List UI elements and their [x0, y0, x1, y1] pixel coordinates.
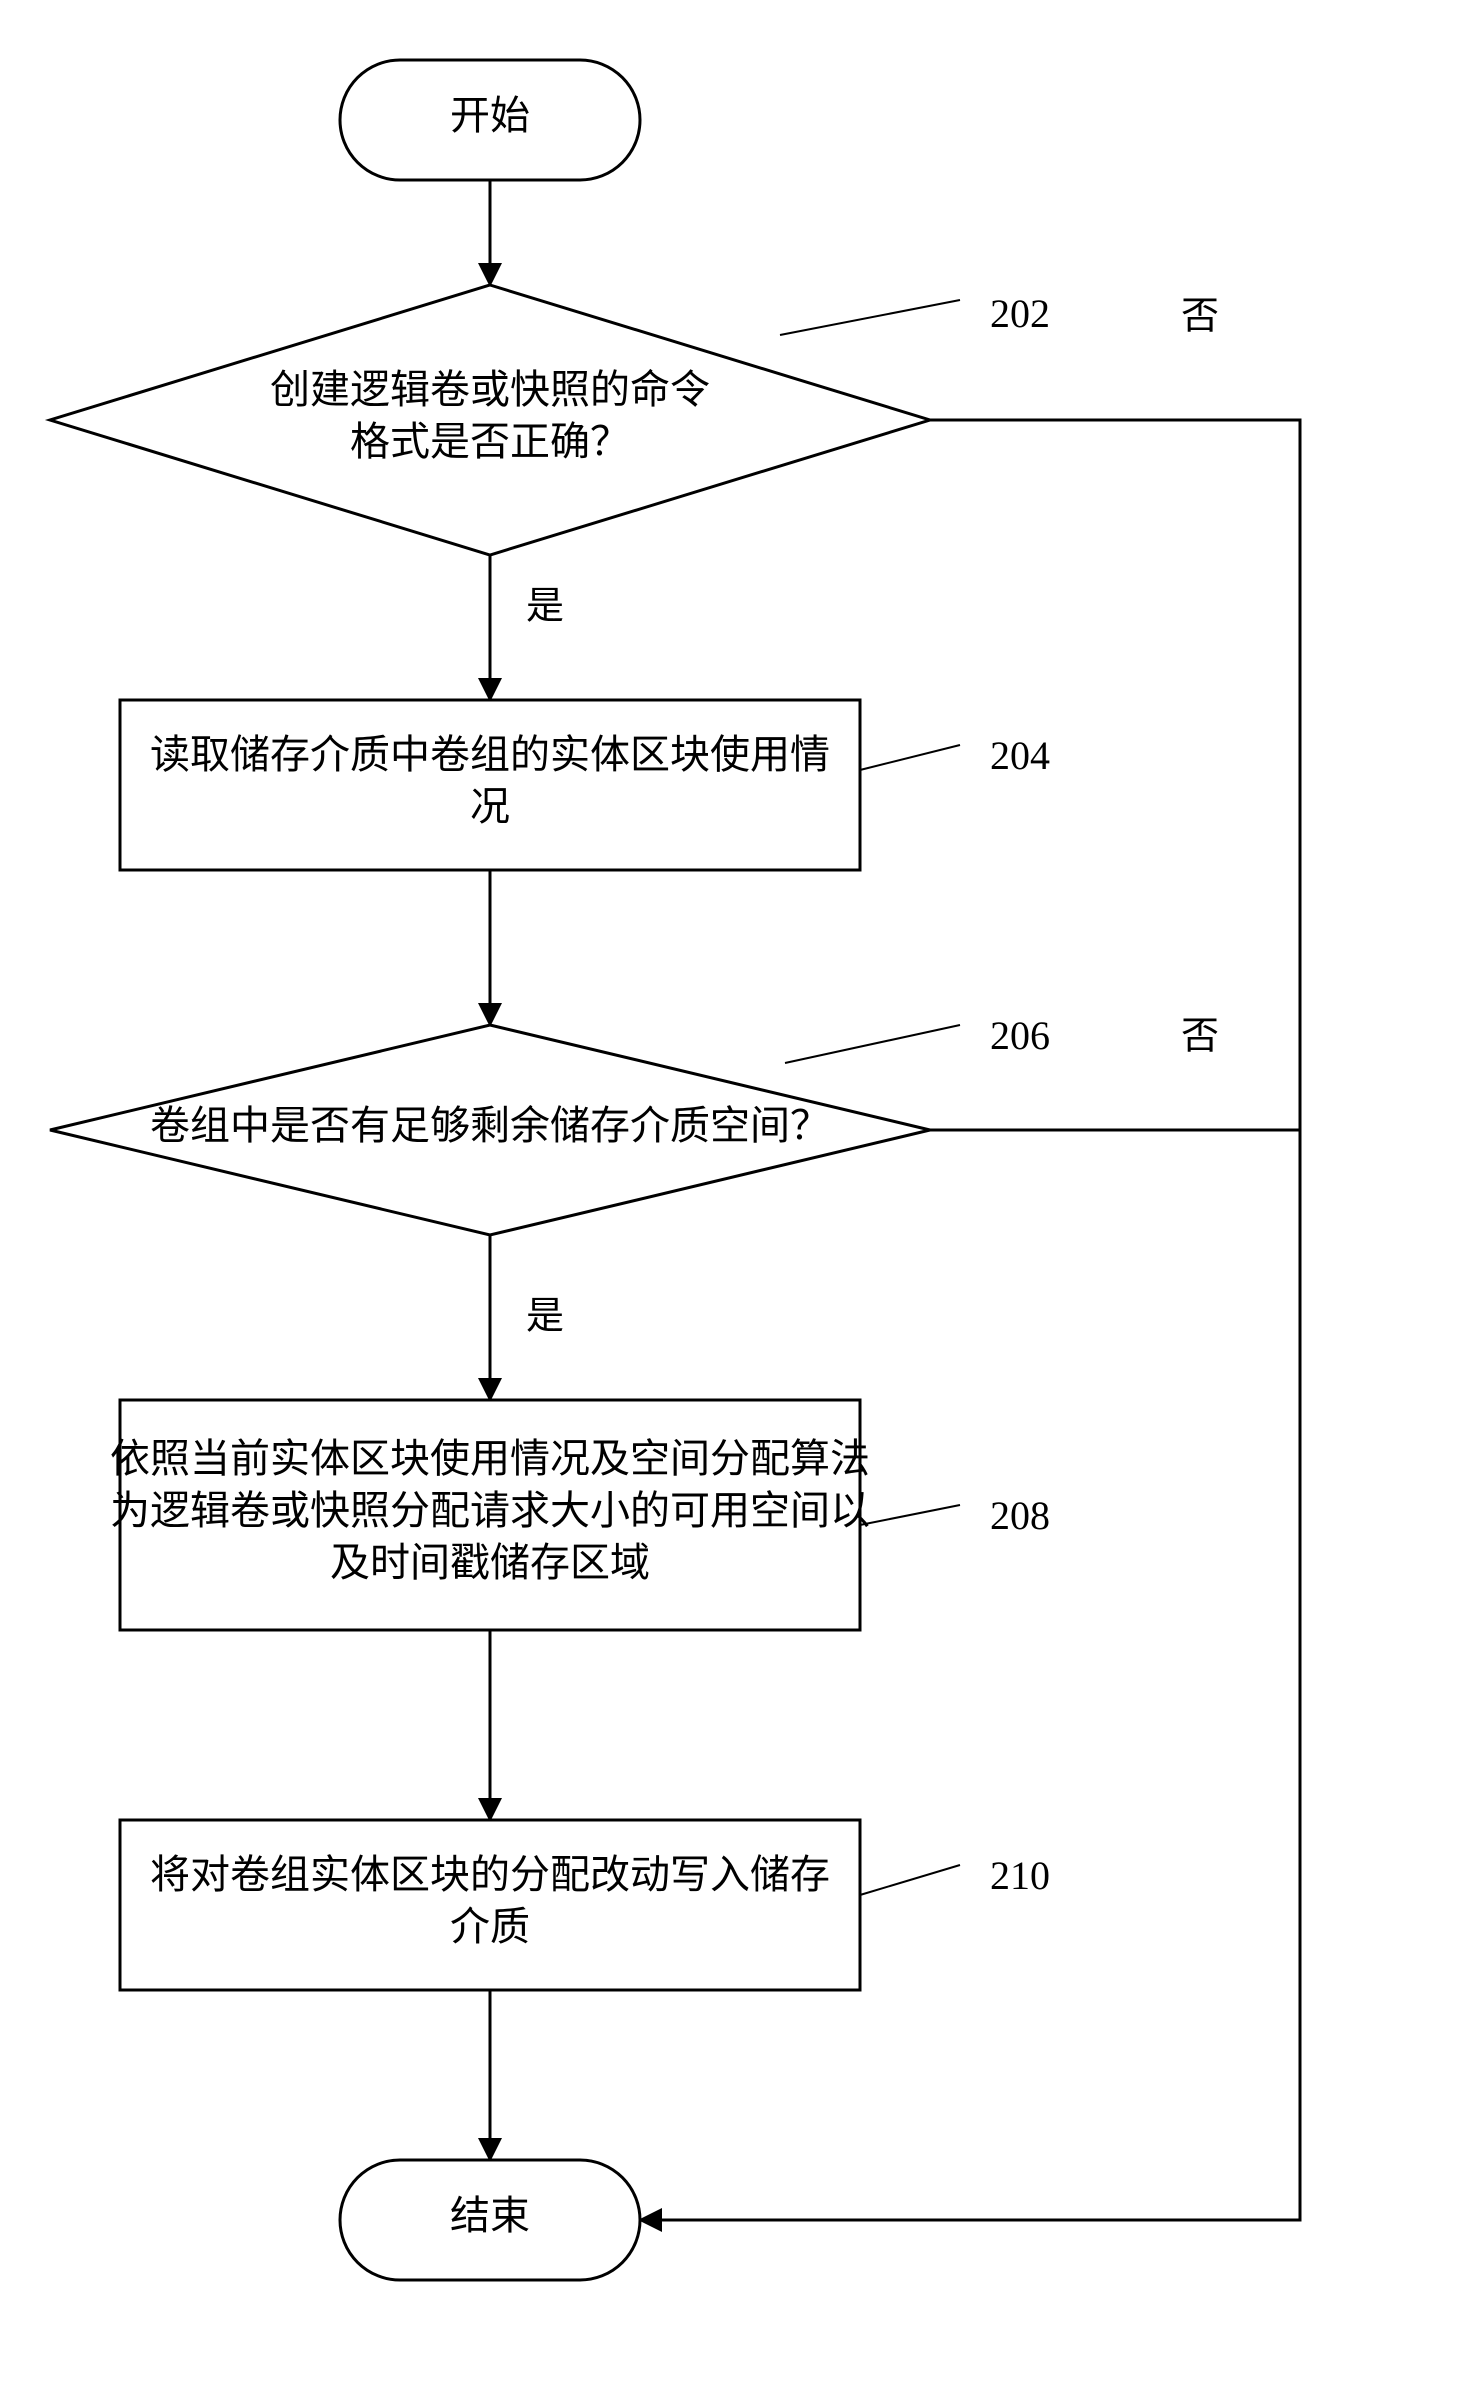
edge-label-no2: 否 [1181, 1016, 1219, 1058]
step-label-l204: 204 [990, 733, 1050, 778]
leader-ll206 [785, 1025, 960, 1063]
node-p208-text-line-1: 为逻辑卷或快照分配请求大小的可用空间以 [110, 1488, 870, 1533]
step-label-l202: 202 [990, 291, 1050, 336]
edge-label-no1: 否 [1181, 296, 1219, 338]
step-label-l208: 208 [990, 1493, 1050, 1538]
node-p208-text-line-2: 及时间戳储存区域 [330, 1540, 650, 1585]
step-label-l206: 206 [990, 1013, 1050, 1058]
edge-label-yes1: 是 [526, 586, 564, 628]
leader-ll208 [860, 1505, 960, 1525]
node-start-text-line-0: 开始 [450, 93, 530, 138]
node-d202-text-line-1: 格式是否正确？ [350, 419, 630, 464]
node-d202-text-line-0: 创建逻辑卷或快照的命令 [270, 367, 710, 412]
step-label-l210: 210 [990, 1853, 1050, 1898]
leader-ll210 [860, 1865, 960, 1895]
node-p210-text-line-1: 介质 [450, 1904, 530, 1949]
leader-ll202 [780, 300, 960, 335]
node-end-text-line-0: 结束 [450, 2193, 530, 2238]
leader-ll204 [860, 745, 960, 770]
node-p210-text-line-0: 将对卷组实体区块的分配改动写入储存 [150, 1852, 830, 1897]
node-p208-text-line-0: 依照当前实体区块使用情况及空间分配算法 [110, 1436, 870, 1481]
node-p204-text-line-0: 读取储存介质中卷组的实体区块使用情 [150, 732, 830, 777]
node-d206-text-line-0: 卷组中是否有足够剩余储存介质空间？ [150, 1103, 830, 1148]
edge-label-yes2: 是 [526, 1296, 564, 1338]
node-p204-text-line-1: 况 [470, 784, 510, 829]
